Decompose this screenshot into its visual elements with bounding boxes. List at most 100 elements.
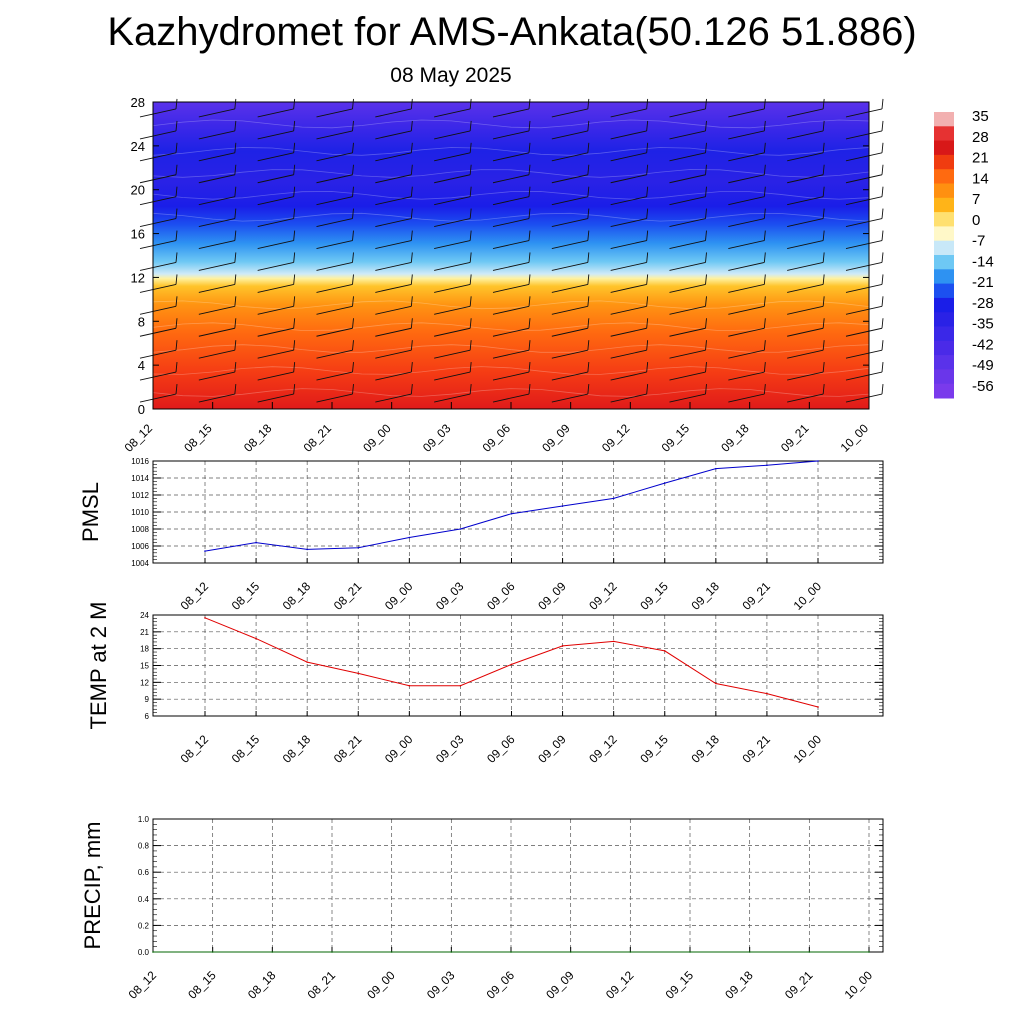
- colorbar-swatch: [934, 369, 954, 385]
- wind-barb: [610, 283, 647, 293]
- wind-barb: [551, 262, 588, 271]
- contour-line: [152, 344, 870, 353]
- wind-barb: [198, 393, 235, 403]
- wind-barb: [257, 108, 294, 118]
- wind-barb: [434, 349, 471, 359]
- wind-barb: [139, 108, 177, 118]
- wind-barb-flag: [410, 164, 413, 175]
- wind-barb-flag: [410, 318, 413, 329]
- y-tick-label: 15: [140, 662, 149, 671]
- x-tick-label: 08_21: [305, 968, 339, 1002]
- wind-barb: [198, 327, 235, 337]
- x-tick-label: 09_15: [637, 579, 671, 613]
- wind-barb: [257, 130, 294, 140]
- wind-barb: [198, 305, 235, 315]
- wind-barb: [551, 108, 588, 118]
- x-tick-label: 10_00: [791, 579, 825, 613]
- wind-barb: [492, 152, 530, 162]
- wind-barb: [845, 283, 883, 293]
- wind-barb-flag: [705, 120, 707, 131]
- series-point: [450, 951, 453, 953]
- wind-barb: [434, 327, 471, 337]
- y-tick-label: 1012: [131, 491, 149, 500]
- y-tick-label: 8: [138, 314, 145, 329]
- wind-barb-flag: [822, 252, 825, 263]
- wind-barb-flag: [469, 296, 472, 307]
- wind-barb: [669, 393, 706, 403]
- wind-barb-flag: [352, 362, 354, 373]
- wind-barb: [845, 174, 883, 184]
- wind-barb: [787, 283, 824, 293]
- x-tick-label: 09_06: [484, 732, 518, 766]
- wind-barb-flag: [410, 120, 413, 131]
- panel-frame: [152, 818, 884, 953]
- wind-barb-flag: [293, 296, 296, 307]
- wind-barb-flag: [705, 383, 707, 395]
- colorbar-swatch: [934, 112, 954, 127]
- contour-line: [152, 212, 870, 222]
- wind-barb-flag: [705, 362, 707, 373]
- wind-barb-flag: [705, 340, 707, 351]
- colorbar-swatch: [934, 340, 954, 356]
- x-tick-label: 09_03: [420, 421, 454, 455]
- series-point: [868, 951, 870, 953]
- wind-barb: [492, 240, 530, 249]
- x-tick-label: 09_00: [382, 579, 416, 613]
- wind-barb-flag: [881, 340, 884, 351]
- y-tick-label: 1014: [131, 474, 149, 483]
- y-tick-label: 24: [140, 611, 149, 620]
- x-tick-label: 08_12: [178, 732, 212, 766]
- colorbar-swatch: [934, 269, 954, 285]
- x-tick-label: 09_09: [535, 732, 569, 766]
- x-tick-label: 09_15: [637, 732, 671, 766]
- chart-title: Kazhydromet for AMS-Ankata(50.126 51.886…: [107, 10, 917, 54]
- wind-barb: [728, 218, 765, 228]
- x-tick-label: 08_15: [229, 732, 263, 766]
- wind-barb: [434, 174, 471, 184]
- wind-barb-flag: [881, 142, 884, 153]
- wind-barb: [434, 240, 471, 249]
- wind-barb-flag: [352, 274, 354, 285]
- wind-barb: [257, 327, 294, 337]
- wind-barb: [845, 371, 883, 381]
- wind-barb: [787, 305, 824, 315]
- wind-barb-flag: [822, 142, 825, 153]
- x-tick-label: 08_15: [229, 579, 263, 613]
- wind-barb-flag: [528, 340, 531, 351]
- series-point: [331, 951, 333, 953]
- wind-barb: [434, 108, 471, 118]
- wind-barb-flag: [646, 186, 649, 197]
- wind-barb: [434, 305, 471, 315]
- wind-barb: [787, 240, 824, 249]
- wind-barb: [728, 130, 765, 140]
- wind-barb-flag: [587, 362, 590, 373]
- wind-barb: [375, 174, 412, 184]
- series-point: [306, 661, 308, 663]
- wind-barb: [728, 174, 765, 184]
- wind-barb: [492, 196, 530, 206]
- wind-barb-flag: [234, 164, 237, 175]
- wind-barb-flag: [410, 208, 413, 219]
- wind-barb-flag: [705, 296, 707, 307]
- series-point: [808, 951, 811, 953]
- wind-barb-flag: [293, 164, 296, 175]
- wind-barb-flag: [234, 120, 237, 131]
- wind-barb-flag: [175, 383, 178, 395]
- wind-barb: [375, 262, 412, 271]
- x-tick-label: 09_12: [603, 968, 637, 1002]
- wind-barb-flag: [352, 208, 354, 219]
- wind-barb-flag: [528, 120, 531, 131]
- wind-barb: [198, 152, 235, 162]
- x-tick-label: 09_06: [484, 968, 518, 1002]
- wind-barb-flag: [881, 383, 884, 395]
- wind-barb-flag: [234, 383, 237, 395]
- wind-barb-flag: [881, 296, 884, 307]
- wind-barb: [316, 152, 353, 162]
- series-point: [255, 541, 257, 544]
- wind-barb: [198, 371, 235, 381]
- wind-barb: [787, 393, 824, 403]
- wind-barb: [139, 393, 177, 403]
- wind-barb-flag: [763, 164, 766, 175]
- x-tick-label: 08_12: [178, 579, 212, 613]
- wind-barb-flag: [469, 318, 472, 329]
